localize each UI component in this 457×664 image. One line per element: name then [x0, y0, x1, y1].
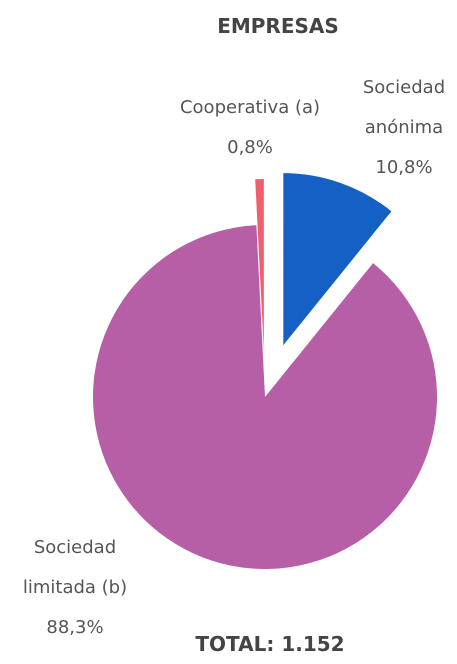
value-label: 0,8% [227, 137, 273, 158]
category-label: Sociedad limitada (b) [22, 537, 128, 598]
category-label: Cooperativa (a) [179, 97, 321, 118]
category-label: Sociedad anónima [362, 77, 446, 138]
value-label: 88,3% [46, 617, 104, 638]
pie-slice [283, 173, 392, 346]
pie-slice [255, 179, 264, 352]
value-label: 10,8% [375, 157, 433, 178]
slice-label: Sociedad anónima 10,8% [345, 68, 457, 188]
slice-label: Sociedad limitada (b) 88,3% [0, 528, 150, 648]
total-annotation: TOTAL: 1.152 [195, 632, 345, 656]
slice-label: Cooperativa (a) 0,8% [150, 88, 350, 168]
pie-slice [93, 225, 438, 569]
chart-title: EMPRESAS [217, 14, 339, 38]
